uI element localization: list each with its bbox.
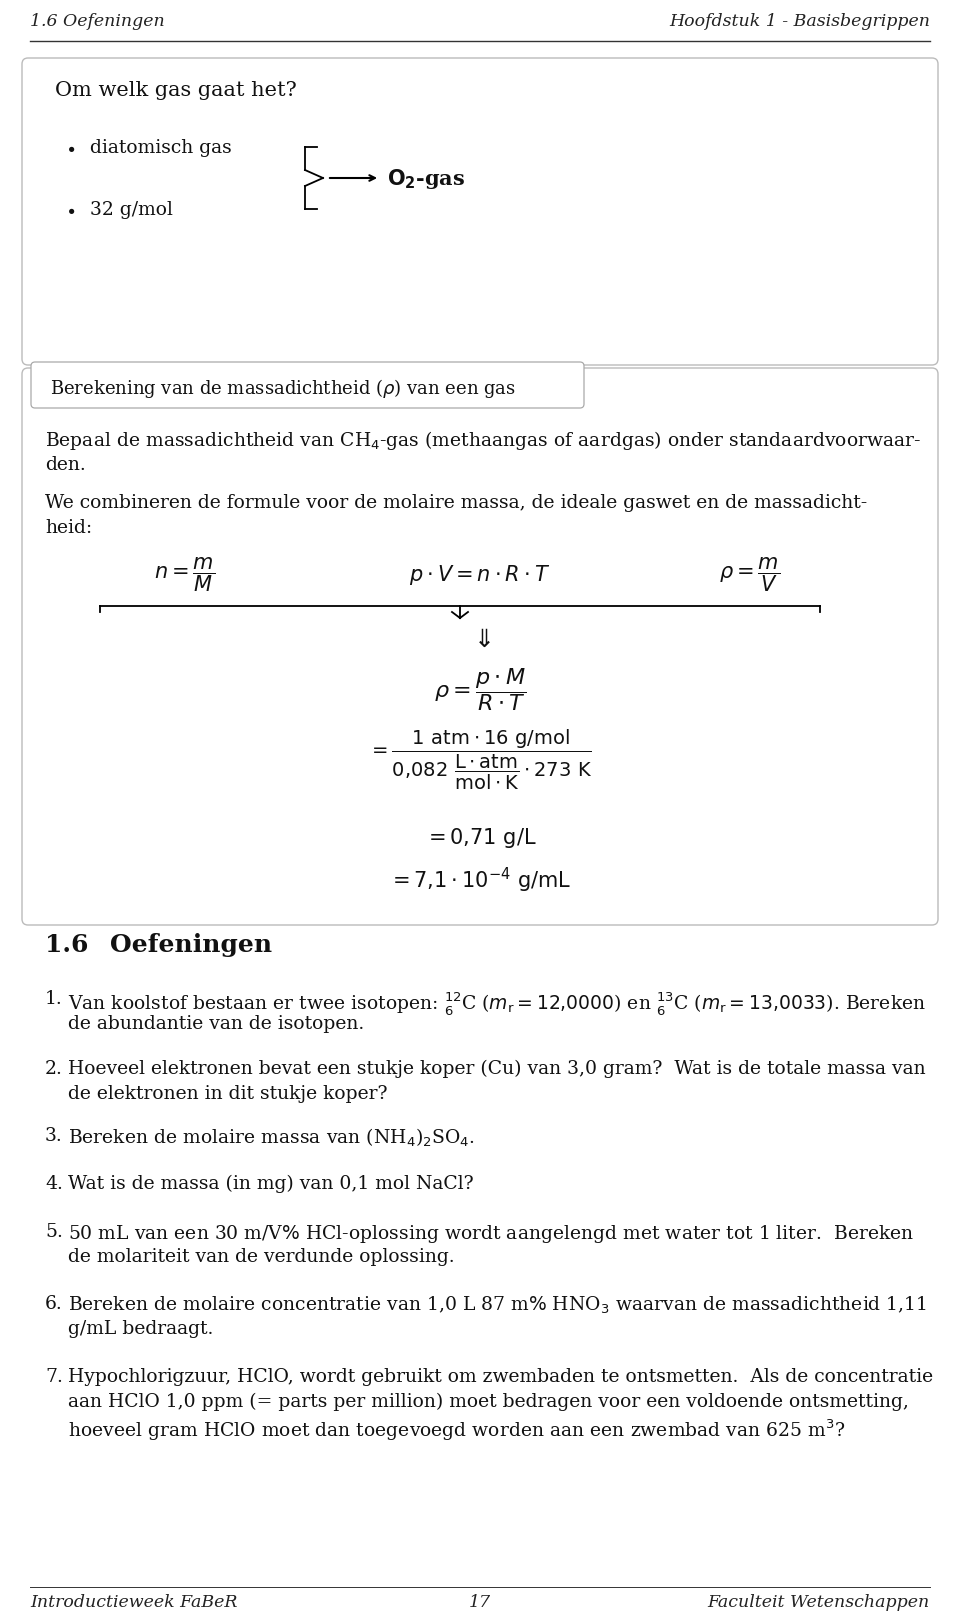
Text: $\bullet$: $\bullet$ — [65, 200, 75, 220]
Text: Hypochlorigzuur, HClO, wordt gebruikt om zwembaden te ontsmetten.  Als de concen: Hypochlorigzuur, HClO, wordt gebruikt om… — [68, 1367, 933, 1385]
Text: Hoofdstuk 1 - Basisbegrippen: Hoofdstuk 1 - Basisbegrippen — [669, 13, 930, 31]
Text: g/mL bedraagt.: g/mL bedraagt. — [68, 1319, 213, 1336]
Text: diatomisch gas: diatomisch gas — [90, 139, 231, 157]
Text: $p \cdot V = n \cdot R \cdot T$: $p \cdot V = n \cdot R \cdot T$ — [409, 563, 551, 586]
Text: Wat is de massa (in mg) van 0,1 mol NaCl?: Wat is de massa (in mg) van 0,1 mol NaCl… — [68, 1175, 473, 1193]
Text: de abundantie van de isotopen.: de abundantie van de isotopen. — [68, 1014, 364, 1033]
FancyBboxPatch shape — [22, 60, 938, 366]
Text: Bereken de molaire concentratie van 1,0 L 87 m$\%$ HNO$_3$ waarvan de massadicht: Bereken de molaire concentratie van 1,0 … — [68, 1294, 927, 1315]
Text: We combineren de formule voor de molaire massa, de ideale gaswet en de massadich: We combineren de formule voor de molaire… — [45, 494, 867, 512]
Text: aan HClO 1,0 ppm (= parts per million) moet bedragen voor een voldoende ontsmett: aan HClO 1,0 ppm (= parts per million) m… — [68, 1393, 909, 1411]
Text: $= 7{,}1 \cdot 10^{-4}\ \mathrm{g/mL}$: $= 7{,}1 \cdot 10^{-4}\ \mathrm{g/mL}$ — [388, 865, 572, 894]
Text: 1.6: 1.6 — [45, 933, 88, 957]
Text: 1.: 1. — [45, 989, 62, 1007]
Text: Oefeningen: Oefeningen — [110, 933, 272, 957]
FancyBboxPatch shape — [31, 363, 584, 408]
Text: $\rho = \dfrac{p \cdot M}{R \cdot T}$: $\rho = \dfrac{p \cdot M}{R \cdot T}$ — [434, 667, 526, 713]
Text: hoeveel gram HClO moet dan toegevoegd worden aan een zwembad van 625 m$^3$?: hoeveel gram HClO moet dan toegevoegd wo… — [68, 1417, 846, 1443]
Text: Bereken de molaire massa van (NH$_4$)$_2$SO$_4$.: Bereken de molaire massa van (NH$_4$)$_2… — [68, 1127, 475, 1149]
Text: 7.: 7. — [45, 1367, 62, 1385]
Text: $= 0{,}71\ \mathrm{g/L}$: $= 0{,}71\ \mathrm{g/L}$ — [423, 825, 537, 849]
Text: Introductieweek FaBeR: Introductieweek FaBeR — [30, 1593, 237, 1611]
Text: heid:: heid: — [45, 518, 92, 537]
Text: Bepaal de massadichtheid van CH$_4$-gas (methaangas of aardgas) onder standaardv: Bepaal de massadichtheid van CH$_4$-gas … — [45, 428, 922, 452]
Text: den.: den. — [45, 455, 85, 473]
Text: de molariteit van de verdunde oplossing.: de molariteit van de verdunde oplossing. — [68, 1248, 455, 1265]
Text: 6.: 6. — [45, 1294, 62, 1312]
Text: Faculteit Wetenschappen: Faculteit Wetenschappen — [708, 1593, 930, 1611]
Text: 4.: 4. — [45, 1175, 62, 1193]
Text: 32 g/mol: 32 g/mol — [90, 200, 173, 220]
Text: 1.6 Oefeningen: 1.6 Oefeningen — [30, 13, 165, 31]
Text: 50 mL van een 30 m/V$\%$ HCl-oplossing wordt aangelengd met water tot 1 liter.  : 50 mL van een 30 m/V$\%$ HCl-oplossing w… — [68, 1222, 914, 1244]
Text: Om welk gas gaat het?: Om welk gas gaat het? — [55, 81, 297, 100]
Text: 5.: 5. — [45, 1222, 62, 1240]
Text: 2.: 2. — [45, 1059, 62, 1077]
Text: Berekening van de massadichtheid ($\rho$) van een gas: Berekening van de massadichtheid ($\rho$… — [50, 376, 516, 399]
Text: $= \dfrac{1\ \mathrm{atm} \cdot 16\ \mathrm{g/mol}}{0{,}082\ \dfrac{\mathrm{L \c: $= \dfrac{1\ \mathrm{atm} \cdot 16\ \mat… — [368, 728, 592, 791]
Text: $n = \dfrac{m}{M}$: $n = \dfrac{m}{M}$ — [155, 555, 216, 594]
Text: 3.: 3. — [45, 1127, 62, 1144]
Text: $\mathbf{O_2}$-gas: $\mathbf{O_2}$-gas — [387, 166, 466, 190]
Text: Van koolstof bestaan er twee isotopen: $^{12}_{6}$C ($m_\mathrm{r} = 12{,}0000$): Van koolstof bestaan er twee isotopen: $… — [68, 989, 926, 1017]
Text: Hoeveel elektronen bevat een stukje koper (Cu) van 3,0 gram?  Wat is de totale m: Hoeveel elektronen bevat een stukje kope… — [68, 1059, 925, 1078]
Text: $\bullet$: $\bullet$ — [65, 139, 75, 157]
Text: 17: 17 — [469, 1593, 491, 1611]
Text: de elektronen in dit stukje koper?: de elektronen in dit stukje koper? — [68, 1085, 388, 1102]
Text: $\Downarrow$: $\Downarrow$ — [468, 628, 492, 650]
FancyBboxPatch shape — [22, 368, 938, 925]
Text: $\rho = \dfrac{m}{V}$: $\rho = \dfrac{m}{V}$ — [719, 555, 780, 594]
